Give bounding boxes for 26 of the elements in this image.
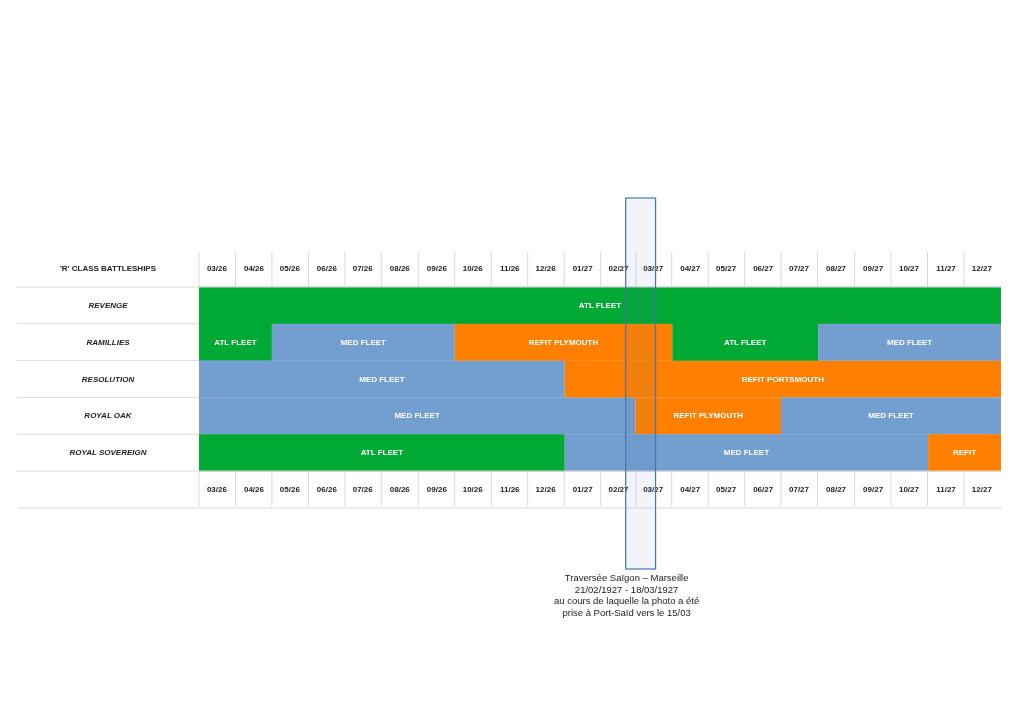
data-label: MED FLEET: [886, 337, 933, 347]
y-tick-label: ROYAL SOVEREIGN: [69, 448, 147, 458]
data-label: ATL FLEET: [724, 337, 767, 347]
data-label: REFIT: [952, 448, 977, 458]
data-label: MED FLEET: [868, 411, 914, 421]
data-label: REFIT PLYMOUTH: [528, 337, 599, 347]
data-label: ATL FLEET: [578, 301, 622, 310]
y-tick-label: ROYAL OAK: [84, 411, 133, 421]
data-label: MED FLEET: [359, 374, 405, 384]
data-label: ATL FLEET: [214, 337, 257, 347]
bar: [199, 434, 565, 472]
text: 'R' CLASS BATTLESHIPS: [59, 264, 157, 273]
data-label: ATL FLEET: [360, 448, 404, 458]
x-tick-label: 12/27: [971, 485, 993, 494]
y-tick-label: REVENGE: [88, 300, 129, 310]
data-label: MED FLEET: [723, 448, 770, 458]
y-tick-label: RAMILLIES: [86, 337, 131, 347]
data-label: MED FLEET: [340, 337, 387, 347]
x2-tick-label: 12/27: [971, 264, 993, 273]
data-label: REFIT PORTSMOUTH: [741, 374, 825, 384]
bar: [818, 323, 1001, 361]
y-tick-label: RESOLUTION: [81, 374, 135, 384]
data-label: MED FLEET: [394, 411, 440, 421]
data-label: REFIT PLYMOUTH: [673, 411, 744, 421]
bar: [928, 434, 1001, 472]
band-label: Traversée Saïgon – Marseille 21/02/1927 - 18/03/1927 au cours de laquelle la photo a été prise à Port-Saïd vers le 15/03: [554, 572, 700, 618]
